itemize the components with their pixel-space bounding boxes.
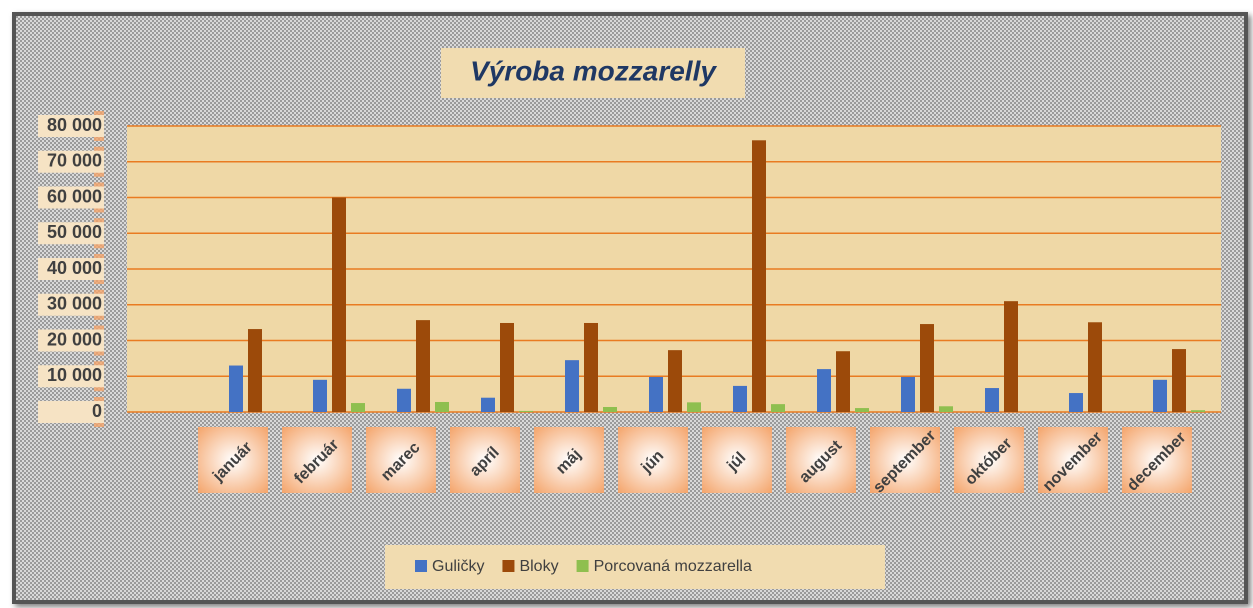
y-tick-box	[38, 293, 104, 316]
y-tick-label: 10 000	[47, 365, 102, 385]
bar	[313, 379, 327, 412]
y-tick-label: 0	[92, 401, 102, 421]
x-tick-box	[198, 427, 268, 493]
bar	[649, 376, 663, 412]
bar	[565, 360, 579, 412]
y-tick-label: 20 000	[47, 329, 102, 349]
legend-label: Guličky	[432, 558, 484, 575]
legend-label: Porcovaná mozzarella	[594, 558, 752, 575]
legend-box	[385, 545, 885, 589]
x-tick-box	[702, 427, 772, 493]
y-tick-label: 30 000	[47, 294, 102, 314]
legend-swatch	[576, 560, 589, 572]
bar	[855, 408, 869, 412]
bar	[817, 369, 831, 412]
bar	[584, 322, 598, 412]
bar	[435, 401, 449, 412]
y-tick-label: 80 000	[47, 115, 102, 135]
x-tick-box	[618, 427, 688, 493]
y-tick-label: 40 000	[47, 258, 102, 278]
bar	[332, 197, 346, 412]
x-tick-box	[870, 427, 940, 493]
x-tick-box	[1038, 427, 1108, 493]
bar	[668, 350, 682, 412]
title-box	[441, 48, 745, 98]
y-tick-box	[38, 258, 104, 280]
bar	[920, 324, 934, 412]
bar	[1191, 410, 1205, 412]
y-tick-box	[38, 401, 104, 423]
bar	[1172, 349, 1186, 412]
x-tick-box	[450, 427, 520, 493]
bar	[1088, 322, 1102, 412]
x-tick-box	[1122, 427, 1192, 493]
legend-label: Bloky	[519, 558, 558, 575]
x-tick-box	[534, 427, 604, 493]
bar	[939, 406, 953, 412]
bar	[519, 410, 533, 412]
y-tick-box	[38, 222, 104, 245]
y-tick-box	[38, 365, 104, 388]
bar	[603, 406, 617, 412]
x-tick-box	[366, 427, 436, 493]
bar	[500, 322, 514, 412]
y-tick-box	[38, 186, 104, 209]
x-tick-box	[786, 427, 856, 493]
y-tick-label: 60 000	[47, 186, 102, 206]
y-tick-box	[38, 329, 104, 352]
y-tick-box	[38, 115, 104, 137]
bar	[1004, 301, 1018, 412]
x-tick-box	[954, 427, 1024, 493]
bar	[836, 351, 850, 412]
bar	[687, 402, 701, 412]
bar	[351, 403, 365, 412]
bar	[229, 365, 243, 412]
bar	[397, 388, 411, 412]
legend-swatch	[502, 560, 515, 572]
bar	[901, 376, 915, 412]
bar	[752, 140, 766, 413]
bar	[416, 320, 430, 412]
y-tick-label: 50 000	[47, 222, 102, 242]
legend-swatch	[415, 560, 427, 572]
y-tick-label: 70 000	[47, 151, 102, 171]
bar	[771, 404, 785, 412]
y-tick-box	[38, 150, 104, 173]
bar	[1153, 379, 1167, 412]
bar	[733, 385, 747, 412]
bar	[985, 388, 999, 412]
bar	[248, 329, 262, 412]
bar	[481, 397, 495, 412]
chart-title: Výroba mozzarelly	[470, 55, 717, 86]
x-tick-box	[282, 427, 352, 493]
bar	[1069, 393, 1083, 412]
